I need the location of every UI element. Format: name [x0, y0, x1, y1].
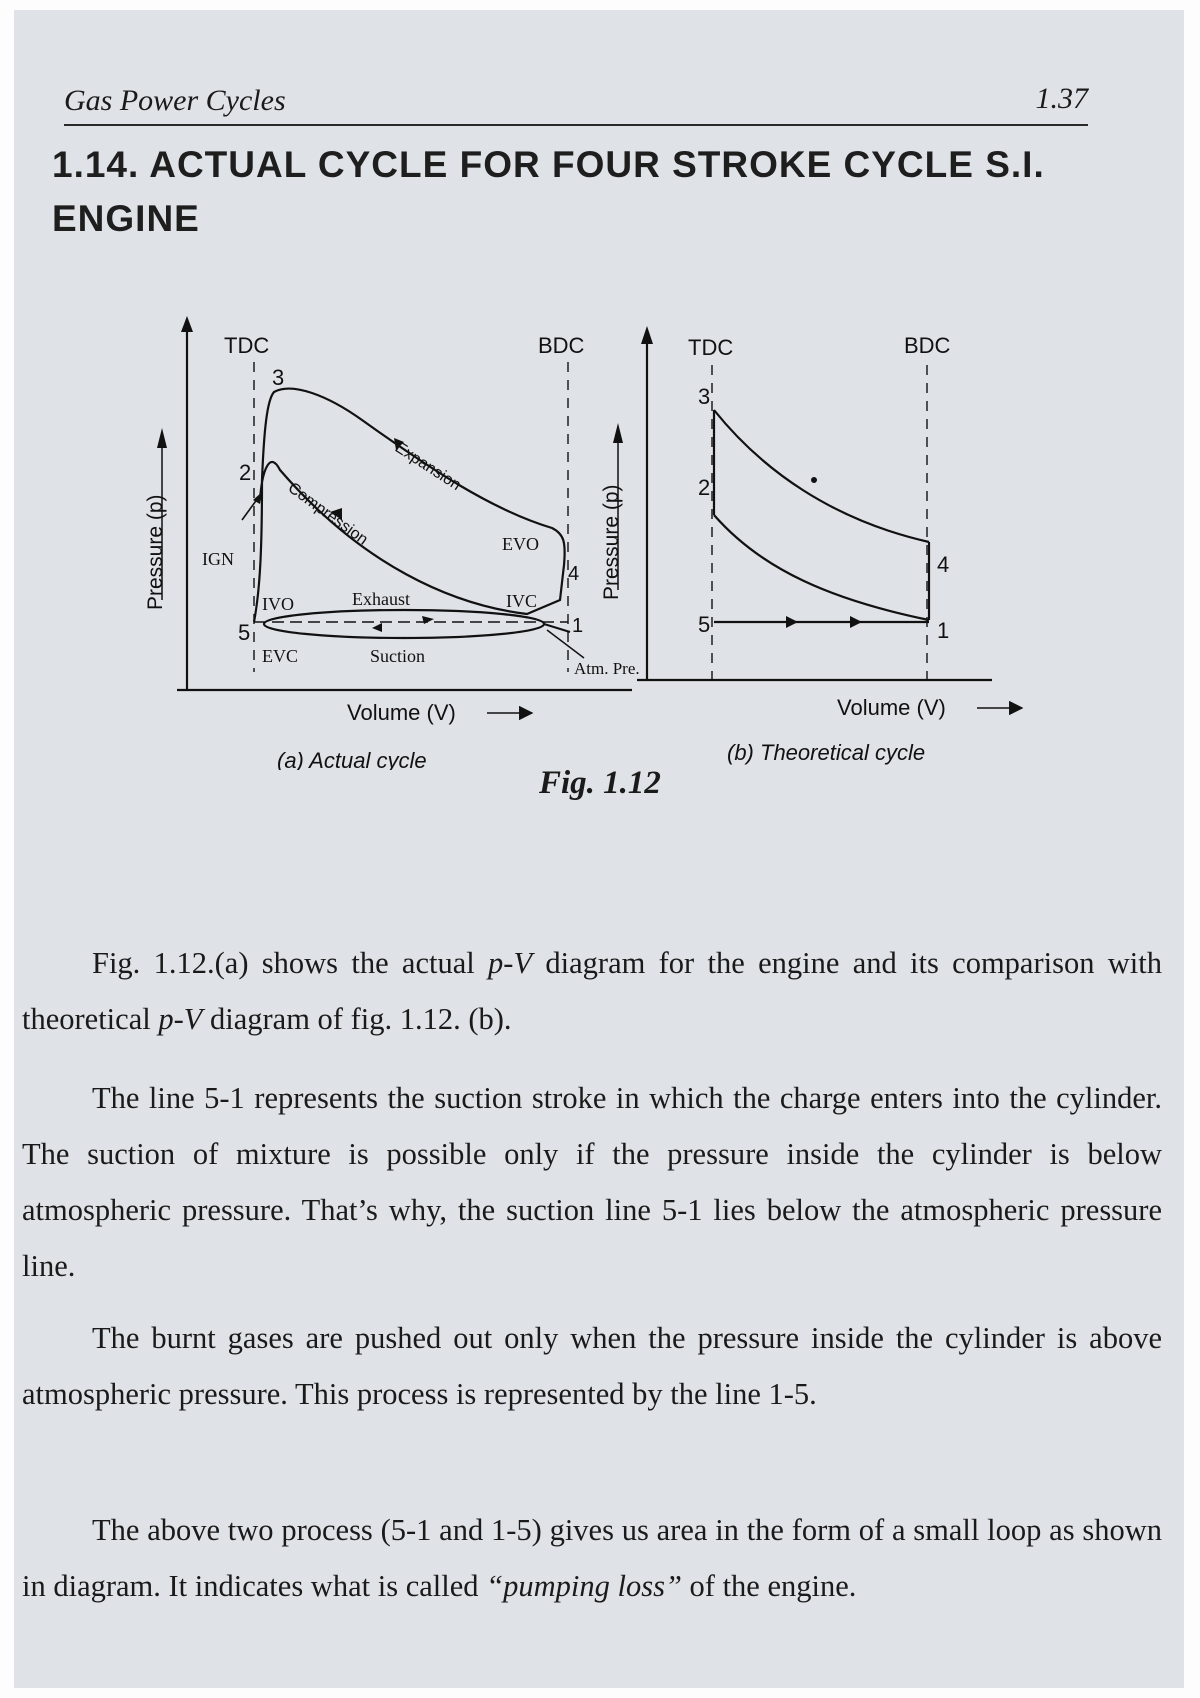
compression-label: Compression — [285, 479, 371, 548]
suction-label: Suction — [370, 646, 425, 666]
actual-bdc-label: BDC — [538, 333, 585, 358]
theoretical-y-label: Pressure (p) — [600, 484, 623, 600]
theoretical-point-5: 5 — [698, 612, 710, 637]
evc-label: EVC — [262, 646, 298, 666]
actual-cycle-curve — [252, 387, 566, 623]
p4-text-b: of the engine. — [681, 1569, 857, 1603]
section-number: 1.14. — [52, 144, 140, 185]
book-page: Gas Power Cycles 1.37 1.14. ACTUAL CYCLE… — [14, 10, 1184, 1688]
theoretical-point-2: 2 — [698, 475, 710, 500]
figure-caption: Fig. 1.12 — [539, 765, 661, 801]
theoretical-subcaption: (b) Theoretical cycle — [727, 740, 925, 765]
actual-cycle-diagram — [157, 316, 632, 692]
p1-text-a: Fig. 1.12.(a) shows the actual — [92, 946, 489, 980]
p3-text: The burnt gases are pushed out only when… — [22, 1321, 1162, 1411]
p2-text: The line 5-1 represents the suction stro… — [22, 1081, 1162, 1283]
p4-pumping-loss: “pumping loss” — [486, 1569, 682, 1603]
section-heading: 1.14. ACTUAL CYCLE FOR FOUR STROKE CYCLE… — [52, 138, 1132, 246]
actual-x-label: Volume (V) — [347, 700, 456, 725]
expansion-curve — [713, 409, 930, 544]
actual-point-1: 1 — [572, 615, 583, 637]
p1-text-c: diagram of fig. 1.12. (b). — [202, 1002, 512, 1036]
actual-tdc-label: TDC — [224, 333, 269, 358]
expansion-label: Expansion — [392, 439, 464, 494]
running-head: Gas Power Cycles 1.37 — [64, 80, 1088, 126]
paragraph-4: The above two process (5-1 and 1-5) give… — [22, 1502, 1162, 1614]
actual-point-4: 4 — [568, 563, 579, 585]
paragraph-2: The line 5-1 represents the suction stro… — [22, 1070, 1162, 1294]
p1-pv-a: p-V — [488, 946, 533, 980]
pumping-loop — [262, 608, 546, 640]
paragraph-1: Fig. 1.12.(a) shows the actual p-V diagr… — [22, 935, 1162, 1047]
theoretical-x-label: Volume (V) — [837, 695, 946, 720]
p1-pv-b: p-V — [158, 1002, 203, 1036]
actual-point-3: 3 — [272, 365, 284, 390]
theoretical-bdc-label: BDC — [904, 333, 951, 358]
paragraph-3: The burnt gases are pushed out only when… — [22, 1310, 1162, 1422]
running-title: Gas Power Cycles — [64, 84, 286, 117]
ign-label: IGN — [202, 549, 234, 569]
theoretical-point-4: 4 — [937, 552, 949, 577]
exhaust-label: Exhaust — [352, 589, 410, 609]
ivc-label: IVC — [506, 591, 537, 611]
p1-text-b: diagram for the engine and its compariso… — [22, 946, 1162, 1036]
theoretical-cycle-diagram — [613, 326, 992, 682]
theoretical-point-1: 1 — [937, 618, 949, 643]
compression-curve — [713, 514, 930, 622]
section-title: ACTUAL CYCLE FOR FOUR STROKE CYCLE S.I. … — [52, 144, 1045, 239]
actual-subcaption: (a) Actual cycle — [277, 748, 427, 770]
actual-y-label: Pressure (p) — [144, 494, 167, 610]
theoretical-point-3: 3 — [698, 384, 710, 409]
theoretical-tdc-label: TDC — [688, 335, 733, 360]
actual-point-5: 5 — [238, 620, 250, 645]
p4-text-a: The above two process (5-1 and 1-5) give… — [22, 1513, 1162, 1603]
evo-label: EVO — [502, 534, 539, 554]
atm-label: Atm. Pre. — [574, 659, 640, 678]
ivo-label: IVO — [262, 594, 294, 614]
page-number: 1.37 — [1035, 82, 1089, 115]
actual-point-2: 2 — [239, 460, 251, 485]
figure-1-12: Pressure (p) Volume (V) TDC BDC 3 2 5 4 … — [144, 316, 1024, 770]
